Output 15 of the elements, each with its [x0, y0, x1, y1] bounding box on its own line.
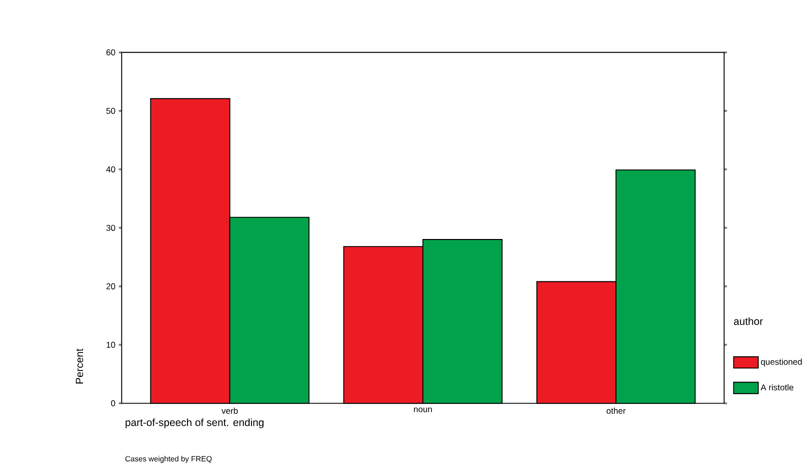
y-tick-label: 40	[106, 166, 116, 172]
y-axis-title: Percent	[76, 348, 84, 384]
y-tick-label: 20	[106, 283, 116, 290]
x-tick-label: noun	[414, 408, 432, 412]
x-tick-label: verb	[222, 408, 238, 414]
y-tick-label: 60	[106, 49, 116, 56]
x-tick-label: other	[606, 408, 626, 414]
x-axis-title: part-of-speech of sent. ending	[126, 418, 264, 428]
y-tick-label: 10	[106, 342, 116, 348]
legend-label: questioned	[760, 358, 802, 366]
y-tick-label: 50	[106, 108, 116, 114]
y-tick-label: 30	[106, 224, 116, 231]
legend-label: A ristotle	[760, 384, 794, 390]
legend-title: author	[734, 317, 763, 325]
y-tick-label: 0	[111, 400, 116, 406]
